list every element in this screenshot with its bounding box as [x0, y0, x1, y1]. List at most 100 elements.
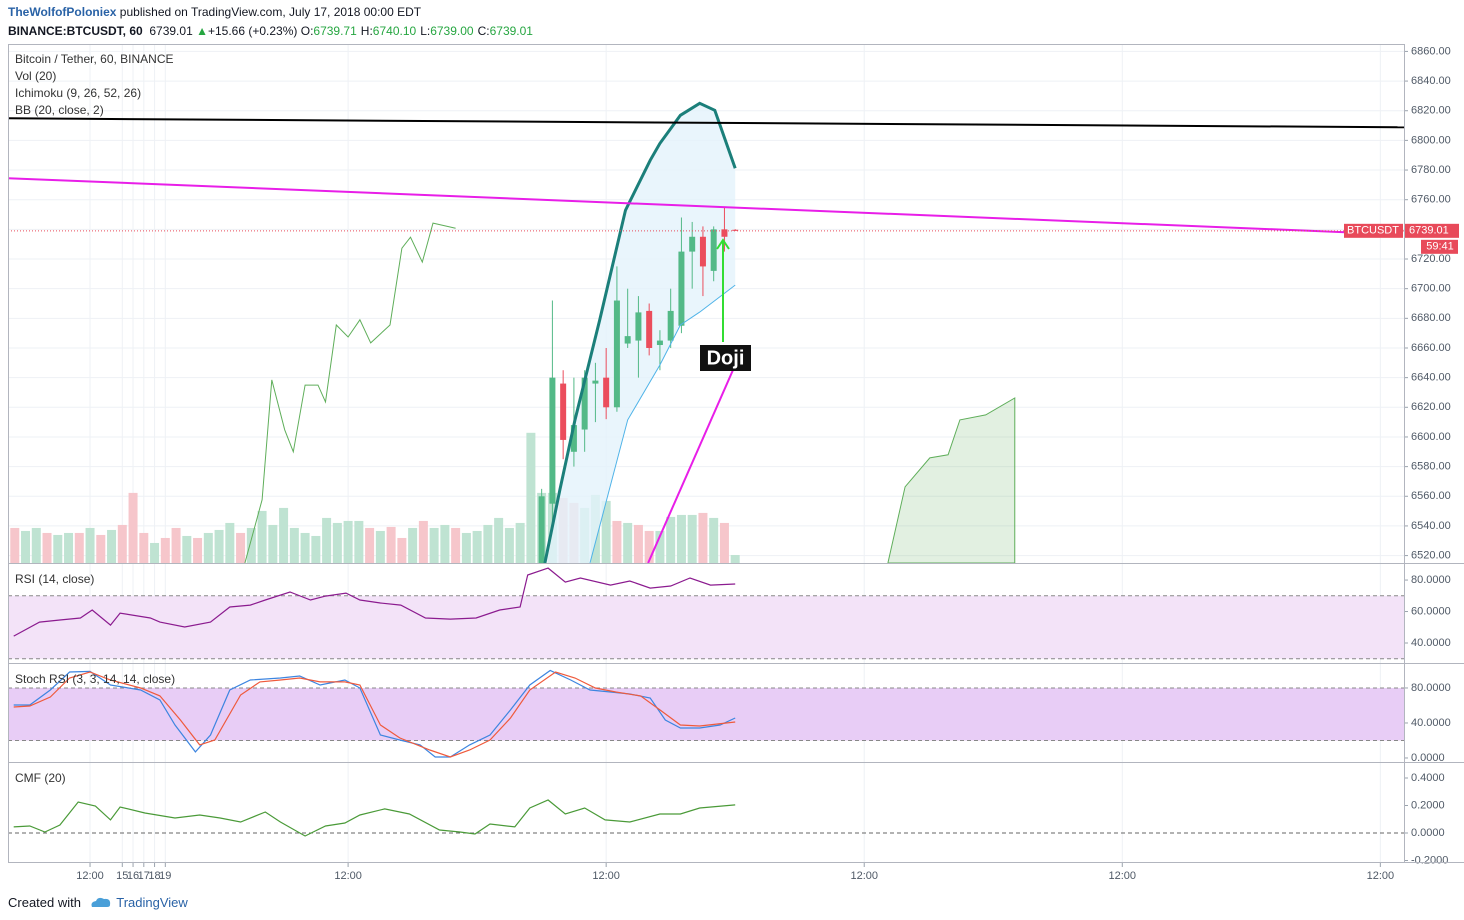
volume-bar	[21, 530, 31, 563]
volume-bar	[418, 520, 428, 563]
trendline	[8, 117, 1404, 129]
candle-body	[656, 340, 663, 346]
y-tick-label: 6780.00	[1411, 164, 1451, 176]
candle-body	[592, 380, 599, 384]
volume-bar	[117, 524, 127, 563]
volume-bar	[203, 532, 213, 563]
trendline	[8, 177, 1345, 234]
y-tick-label: 6820.00	[1411, 105, 1451, 117]
volume-bar	[676, 514, 686, 563]
author[interactable]: TheWolfofPoloniex	[8, 5, 117, 19]
x-tick-label: 12:00	[334, 870, 362, 882]
price: 6739.01	[149, 24, 193, 38]
symbol: BINANCE:BTCUSDT, 60	[8, 24, 143, 38]
volume-bar	[526, 432, 536, 563]
footer: Created with TradingView	[8, 893, 188, 910]
volume-bar	[268, 524, 278, 563]
volume-bar	[623, 522, 633, 563]
quote-line: BINANCE:BTCUSDT, 60 6739.01 ▲+15.66 (+0.…	[8, 22, 537, 41]
indicator-line	[13, 567, 736, 637]
y-tick-label: 80.0000	[1411, 682, 1451, 694]
volume-bar	[698, 512, 708, 563]
y-tick-label: 6720.00	[1411, 253, 1451, 265]
created-with: Created with	[8, 895, 81, 910]
candle-body	[689, 236, 696, 252]
symbol-label: BTCUSDT	[1347, 225, 1399, 237]
volume-bar	[107, 529, 117, 563]
volume-bar	[150, 542, 160, 563]
x-tick-label: 12:00	[592, 870, 620, 882]
volume-bar	[515, 522, 525, 563]
candle-body	[613, 300, 620, 408]
y-tick-label: 6800.00	[1411, 134, 1451, 146]
annotation-text: Doji	[707, 347, 745, 369]
indicator-line	[647, 364, 737, 563]
candle-body	[549, 377, 556, 504]
candle-body	[732, 229, 739, 231]
volume-bar	[386, 526, 396, 563]
pane-title: RSI (14, close)	[15, 572, 94, 586]
ohlc-label: L:	[420, 24, 431, 38]
volume-bar	[42, 532, 52, 563]
volume-bar	[64, 532, 74, 563]
volume-bar	[375, 530, 385, 563]
pane	[8, 567, 1404, 660]
volume-bar	[494, 517, 504, 563]
pane-title: Stoch RSI (3, 3, 14, 14, close)	[15, 672, 175, 686]
y-tick-label: 6860.00	[1411, 45, 1451, 57]
volume-bar	[408, 527, 418, 563]
volume-bar	[332, 522, 342, 563]
brand[interactable]: TradingView	[116, 895, 188, 910]
last-price-box	[1405, 223, 1459, 238]
pane	[8, 799, 1404, 837]
y-tick-label: 40.0000	[1411, 717, 1451, 729]
volume-bar	[343, 520, 353, 563]
volume-bar	[365, 527, 375, 563]
indicator-line	[13, 671, 736, 758]
volume-bar	[644, 530, 654, 563]
volume-bar	[730, 554, 740, 563]
candle-body	[560, 383, 567, 440]
x-tick-label: 17	[138, 870, 150, 882]
volume-bar	[257, 510, 267, 563]
volume-bar	[429, 527, 439, 563]
candle-body	[678, 251, 685, 326]
symbol-box	[1344, 223, 1403, 238]
price-axis: 6520.00 6540.00 6560.00 6580.00 6600.00 6620.…	[1344, 45, 1459, 561]
x-tick-label: 18	[148, 870, 160, 882]
volume-bar	[461, 532, 471, 563]
volume-bar	[171, 527, 181, 563]
volume-bar	[655, 530, 665, 563]
candle-body	[646, 310, 653, 348]
candle-body	[635, 312, 642, 341]
volume-bar	[10, 527, 20, 563]
logo	[91, 897, 110, 907]
volume-bar	[311, 535, 321, 563]
x-tick-label: 12:00	[76, 870, 104, 882]
volume-bar	[128, 492, 138, 563]
volume-bar	[193, 537, 203, 563]
y-tick-label: 60.0000	[1411, 605, 1451, 617]
volume-bar	[139, 532, 149, 563]
y-tick-label: 6560.00	[1411, 490, 1451, 502]
countdown-label: 59:41	[1426, 241, 1454, 253]
ohlc-value: 6739.00	[430, 24, 474, 38]
ohlc-label: O:	[300, 24, 314, 38]
volume-bar	[633, 524, 643, 563]
volume-bar	[182, 535, 192, 563]
annotation-arrowhead	[716, 238, 730, 250]
y-tick-label: 6540.00	[1411, 520, 1451, 532]
volume-bar	[451, 527, 461, 563]
volume-bar	[397, 537, 407, 563]
x-tick-label: 12:00	[1367, 870, 1395, 882]
candle-body	[603, 377, 610, 408]
ohlc-value: 6740.10	[372, 24, 417, 38]
y-tick-label: 6620.00	[1411, 401, 1451, 413]
y-tick-label: 6600.00	[1411, 431, 1451, 443]
y-tick-label: 6660.00	[1411, 342, 1451, 354]
price-axis: 80.0000 40.0000 0.0000	[1404, 682, 1451, 764]
volume-bar	[440, 524, 450, 563]
x-tick-label: 15	[116, 870, 128, 882]
